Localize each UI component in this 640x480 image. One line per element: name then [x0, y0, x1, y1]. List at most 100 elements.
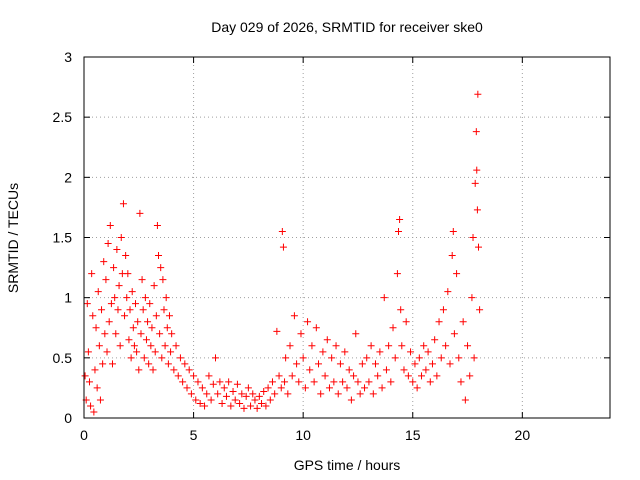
- data-point: [459, 318, 467, 326]
- data-point: [453, 270, 461, 278]
- data-point: [473, 166, 481, 174]
- data-point: [258, 400, 266, 408]
- data-point: [330, 378, 338, 386]
- data-point: [471, 179, 479, 187]
- data-point: [347, 396, 355, 404]
- data-point: [350, 372, 358, 380]
- data-point: [282, 354, 290, 362]
- y-tick-label: 1: [64, 290, 72, 306]
- data-point: [209, 380, 217, 388]
- y-tick-label: 2: [64, 169, 72, 185]
- data-point: [389, 324, 397, 332]
- data-point: [398, 342, 406, 350]
- data-point: [247, 402, 255, 410]
- data-point: [343, 384, 351, 392]
- data-point: [111, 294, 119, 302]
- data-point: [321, 372, 329, 380]
- data-point: [155, 252, 163, 260]
- data-point: [424, 348, 432, 356]
- data-point: [117, 234, 125, 241]
- data-point: [229, 388, 237, 396]
- data-point: [352, 330, 360, 338]
- data-point: [358, 360, 366, 368]
- data-point: [437, 354, 445, 362]
- data-point: [255, 392, 263, 400]
- data-point: [415, 354, 423, 362]
- data-point: [457, 378, 465, 386]
- data-point: [146, 300, 154, 308]
- data-point: [101, 330, 109, 338]
- data-point: [268, 378, 276, 386]
- data-point: [179, 378, 187, 386]
- data-point: [183, 384, 191, 392]
- data-point: [203, 390, 211, 398]
- data-point: [323, 336, 331, 344]
- x-tick-label: 15: [405, 427, 421, 443]
- data-point: [433, 372, 441, 380]
- data-point: [273, 327, 281, 335]
- data-point: [92, 324, 100, 332]
- data-point: [455, 354, 463, 362]
- data-point: [134, 318, 142, 326]
- data-point: [123, 294, 131, 302]
- data-point: [165, 312, 173, 320]
- data-point: [83, 300, 91, 308]
- data-point: [395, 227, 403, 235]
- data-point: [139, 306, 147, 314]
- data-point: [336, 360, 344, 368]
- data-point: [152, 312, 160, 320]
- data-point: [361, 384, 369, 392]
- data-point: [464, 342, 472, 350]
- data-point: [126, 306, 134, 314]
- data-point: [249, 390, 257, 398]
- data-point: [119, 200, 127, 208]
- data-point: [461, 396, 469, 404]
- data-point: [339, 378, 347, 386]
- data-point: [127, 354, 135, 362]
- data-point: [304, 318, 312, 326]
- data-point: [387, 378, 395, 386]
- data-point: [108, 360, 116, 368]
- data-point: [87, 402, 95, 410]
- y-tick-label: 0.5: [53, 350, 73, 366]
- data-point: [473, 206, 481, 214]
- data-point: [107, 300, 115, 308]
- data-point: [325, 384, 333, 392]
- data-point: [225, 378, 233, 386]
- data-point: [411, 360, 419, 368]
- chart-title: Day 029 of 2026, SRMTID for receiver ske…: [211, 19, 483, 35]
- data-point: [129, 324, 137, 332]
- data-point: [148, 324, 156, 332]
- data-point: [367, 342, 375, 350]
- data-point: [141, 294, 149, 302]
- data-point: [164, 360, 172, 368]
- data-point: [253, 404, 261, 412]
- data-point: [140, 354, 148, 362]
- data-point: [194, 378, 202, 386]
- data-point: [397, 306, 405, 314]
- data-point: [312, 324, 320, 332]
- data-point: [393, 270, 401, 278]
- data-point: [218, 400, 226, 408]
- data-point: [95, 342, 103, 350]
- x-tick-label: 0: [80, 427, 88, 443]
- data-point: [409, 378, 417, 386]
- data-point: [207, 396, 215, 404]
- data-point: [420, 342, 428, 350]
- data-point: [110, 264, 118, 272]
- data-point: [369, 390, 377, 398]
- data-point: [156, 330, 164, 338]
- data-point: [212, 354, 219, 362]
- data-point: [147, 342, 155, 350]
- data-point: [470, 354, 478, 362]
- data-point: [130, 342, 138, 350]
- data-point: [328, 354, 336, 362]
- data-point: [290, 312, 298, 320]
- data-point: [216, 378, 224, 386]
- data-point: [474, 90, 482, 98]
- data-point: [157, 264, 165, 272]
- data-point: [151, 348, 159, 356]
- data-point: [278, 227, 286, 235]
- data-point: [407, 348, 415, 356]
- data-point: [356, 390, 364, 398]
